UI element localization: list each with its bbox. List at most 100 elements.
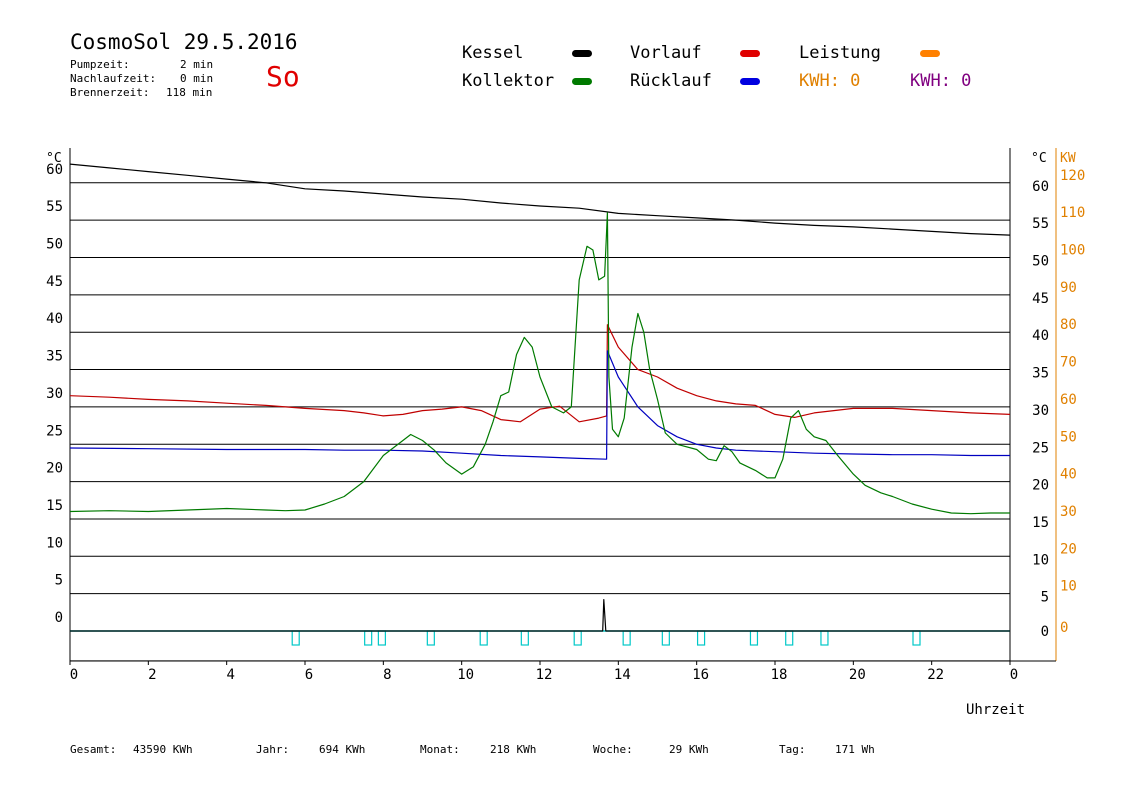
y-tick-right-5: 5 <box>1041 590 1049 606</box>
y-tick-right-45: 45 <box>1032 291 1049 307</box>
y-tick-left-55: 55 <box>46 199 63 215</box>
legend-ruecklauf-swatch <box>740 78 760 85</box>
y2-tick-20: 20 <box>1060 541 1077 557</box>
y-tick-left-45: 45 <box>46 274 63 290</box>
y-tick-right-30: 30 <box>1032 403 1049 419</box>
series-vorlauf <box>69 324 1011 423</box>
legend-vorlauf-swatch <box>740 50 760 57</box>
y2-tick-110: 110 <box>1060 205 1085 221</box>
footer-monat-label: Monat: <box>420 743 460 756</box>
y-tick-left-60: 60 <box>46 162 63 178</box>
legend-leistung: Leistung <box>799 43 881 63</box>
y-tick-left-35: 35 <box>46 349 63 365</box>
x-tick-label-0: 0 <box>70 667 78 683</box>
footer-woche-label: Woche: <box>593 743 633 756</box>
y-tick-left-15: 15 <box>46 498 63 514</box>
y-tick-left-25: 25 <box>46 423 63 439</box>
nachlauf-time-label: Nachlaufzeit: <box>70 72 157 85</box>
footer-jahr-value: 694 KWh <box>319 743 366 756</box>
pump-pulse-12 <box>820 630 829 646</box>
x-tick-label-1: 2 <box>148 667 156 683</box>
y2-tick-40: 40 <box>1060 467 1077 483</box>
pump-pulse-8 <box>661 630 670 646</box>
pump-pulse-6 <box>573 630 582 646</box>
y-tick-right-0: 0 <box>1041 624 1049 640</box>
y-tick-right-55: 55 <box>1032 216 1049 232</box>
y-tick-right-60: 60 <box>1032 179 1049 195</box>
x-tick-label-9: 18 <box>771 667 788 683</box>
legend-kollektor: Kollektor <box>462 71 555 91</box>
legend-kwh-2: KWH: 0 <box>910 71 972 91</box>
pump-pulse-11 <box>785 630 794 646</box>
x-tick-label-8: 16 <box>692 667 709 683</box>
series-leistung <box>70 598 1010 632</box>
y2-tick-120: 120 <box>1060 168 1085 184</box>
footer-gesamt-value: 43590 KWh <box>133 743 193 756</box>
y2-tick-80: 80 <box>1060 317 1077 333</box>
y-tick-right-10: 10 <box>1032 552 1049 568</box>
pump-pulse-3 <box>426 630 435 646</box>
pump-pulse-7 <box>622 630 631 646</box>
footer-tag-label: Tag: <box>779 743 806 756</box>
footer-jahr-label: Jahr: <box>256 743 290 756</box>
y2-tick-50: 50 <box>1060 429 1077 445</box>
x-tick-label-6: 12 <box>536 667 553 683</box>
pump-pulse-2 <box>377 630 386 646</box>
chart-title: CosmoSol 29.5.2016 <box>70 30 298 54</box>
chart-grid <box>69 148 1057 665</box>
x-axis-label: Uhrzeit <box>966 702 1026 718</box>
y-tick-right-25: 25 <box>1032 440 1049 456</box>
right-unit-label: °C <box>1031 151 1047 166</box>
pump-pulse-0 <box>291 630 300 646</box>
x-tick-label-5: 10 <box>457 667 474 683</box>
brenner-time-label: Brennerzeit: <box>70 86 150 99</box>
y-tick-left-5: 5 <box>55 573 63 589</box>
y-tick-left-50: 50 <box>46 237 63 253</box>
legend-kwh-1: KWH: 0 <box>799 71 861 91</box>
kw-unit-label: KW <box>1060 151 1076 166</box>
y2-tick-0: 0 <box>1060 620 1068 636</box>
y2-tick-60: 60 <box>1060 392 1077 408</box>
footer-gesamt-label: Gesamt: <box>70 743 117 756</box>
x-tick-label-10: 20 <box>849 667 866 683</box>
series-kollektor <box>69 212 1010 515</box>
pump-pulse-10 <box>749 630 759 646</box>
pump-pulse-9 <box>696 630 706 646</box>
y2-tick-100: 100 <box>1060 243 1085 259</box>
pump-pulse-13 <box>912 630 921 646</box>
y-tick-right-15: 15 <box>1032 515 1049 531</box>
pump-pulse-5 <box>520 630 529 646</box>
legend-kessel-swatch <box>572 50 592 57</box>
series-kessel <box>69 163 1011 236</box>
x-tick-label-2: 4 <box>226 667 234 683</box>
chart-series <box>69 163 1011 646</box>
left-unit-label: °C <box>46 151 62 166</box>
nachlauf-time-value: 0 min <box>180 72 214 85</box>
y-tick-left-40: 40 <box>46 311 63 327</box>
pump-time-value: 2 min <box>180 58 214 71</box>
y2-tick-90: 90 <box>1060 280 1077 296</box>
footer-tag-value: 171 Wh <box>835 743 875 756</box>
y-tick-right-20: 20 <box>1032 478 1049 494</box>
y-tick-left-20: 20 <box>46 461 63 477</box>
x-tick-label-3: 6 <box>305 667 313 683</box>
footer-woche-value: 29 KWh <box>669 743 709 756</box>
y-tick-left-10: 10 <box>46 535 63 551</box>
x-tick-label-12: 0 <box>1010 667 1018 683</box>
pump-time-label: Pumpzeit: <box>70 58 130 71</box>
y2-tick-70: 70 <box>1060 355 1077 371</box>
x-tick-label-4: 8 <box>383 667 391 683</box>
legend-kessel: Kessel <box>462 43 524 63</box>
legend-leistung-swatch <box>920 50 940 57</box>
x-tick-label-11: 22 <box>927 667 944 683</box>
footer-monat-value: 218 KWh <box>490 743 537 756</box>
y-tick-left-0: 0 <box>55 610 63 626</box>
legend-kollektor-swatch <box>572 78 592 85</box>
y-tick-right-50: 50 <box>1032 254 1049 270</box>
y-tick-right-35: 35 <box>1032 366 1049 382</box>
weekday-label: So <box>266 60 300 93</box>
pump-pulse-4 <box>479 630 488 646</box>
brenner-time-value: 118 min <box>166 86 213 99</box>
legend-vorlauf: Vorlauf <box>630 43 702 63</box>
